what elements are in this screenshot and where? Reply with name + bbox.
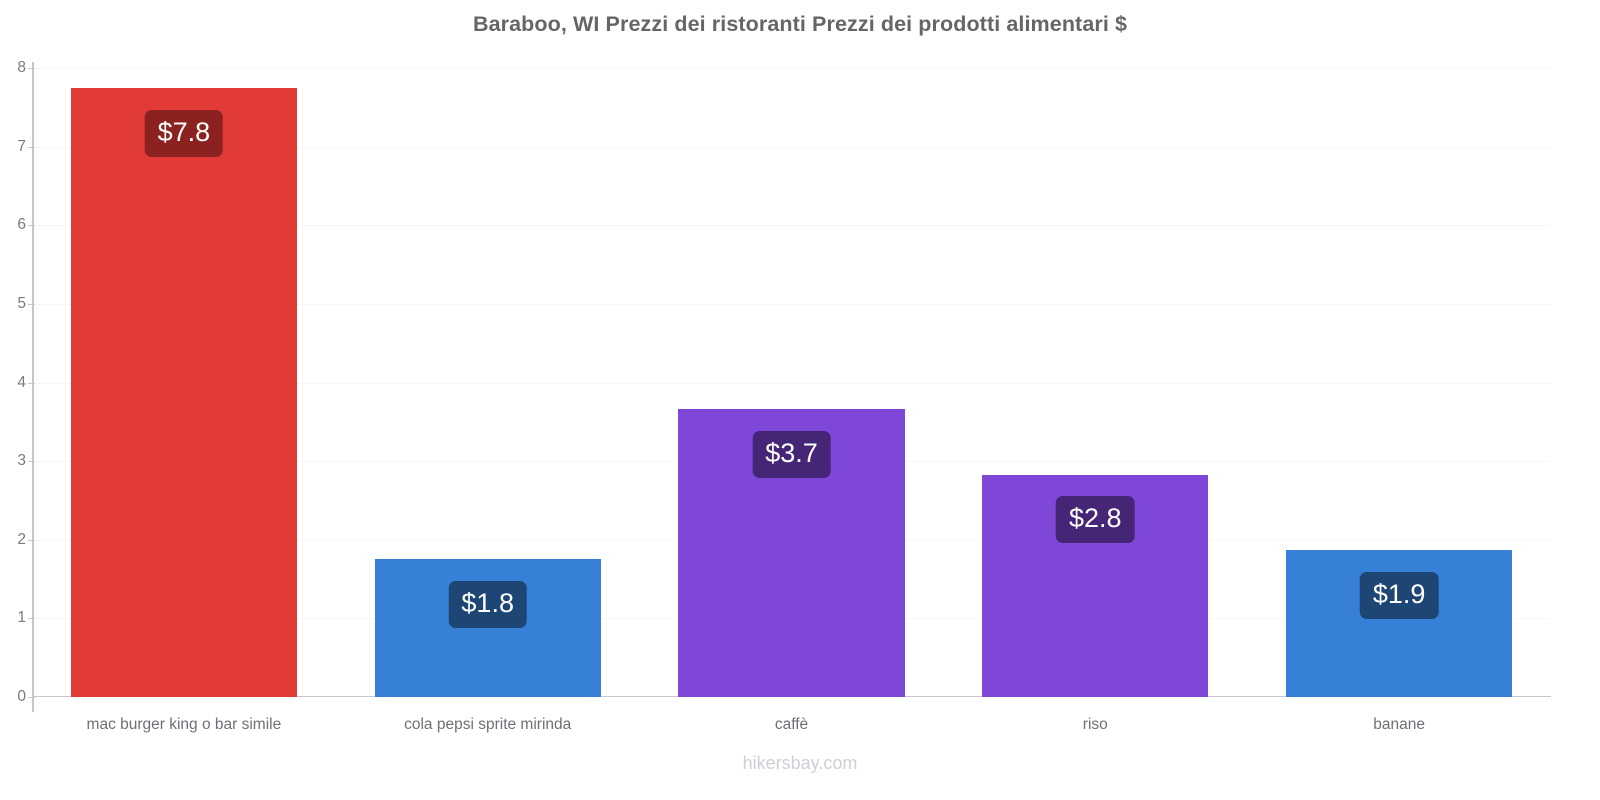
y-axis-tick-label: 1 [17, 609, 26, 627]
bar-value-label: $1.9 [1359, 571, 1439, 619]
y-axis-tick-mark [28, 146, 35, 148]
y-axis-tick-mark [28, 461, 35, 463]
y-axis-tick-mark [28, 697, 35, 698]
y-axis-tick-label: 8 [17, 59, 26, 76]
y-axis-tick-label: 0 [17, 688, 26, 705]
y-axis-tick-label: 3 [17, 452, 26, 470]
y-axis-tick-mark [28, 382, 35, 384]
y-axis-tick-mark [28, 68, 35, 69]
bar-value-label: $1.8 [448, 580, 527, 628]
y-axis-tick-label: 2 [17, 530, 26, 548]
y-axis-tick-label: 7 [17, 137, 26, 155]
y-axis-tick-mark [28, 303, 35, 305]
x-axis-category-label: banane [1373, 716, 1425, 733]
x-axis-category-label: caffè [774, 716, 809, 733]
y-axis-line [32, 62, 34, 712]
y-axis-tick-label: 5 [17, 294, 26, 312]
bar[interactable] [70, 87, 298, 697]
gridline [32, 225, 1551, 227]
y-axis-tick-mark [28, 225, 35, 227]
y-axis-tick-mark [28, 539, 35, 541]
y-axis-tick-label: 6 [17, 216, 26, 234]
gridline [32, 68, 1551, 69]
footer-credit: hikersbay.com [742, 753, 858, 773]
plot-area [32, 68, 1551, 697]
chart-title: Baraboo, WI Prezzi dei ristoranti Prezzi… [472, 12, 1128, 36]
x-axis-category-label: mac burger king o bar simile [86, 716, 282, 733]
bar[interactable] [374, 558, 601, 697]
bar-value-label: $2.8 [1056, 496, 1135, 544]
gridline [32, 382, 1551, 384]
y-axis-tick-label: 4 [17, 373, 26, 391]
y-axis-tick-mark [28, 618, 35, 620]
x-axis-category-label: riso [1082, 716, 1108, 733]
gridline [32, 146, 1551, 148]
bar-value-label: $7.8 [144, 109, 224, 157]
bar-value-label: $3.7 [752, 431, 831, 479]
x-axis-category-label: cola pepsi sprite mirinda [404, 716, 572, 733]
gridline [32, 303, 1551, 305]
